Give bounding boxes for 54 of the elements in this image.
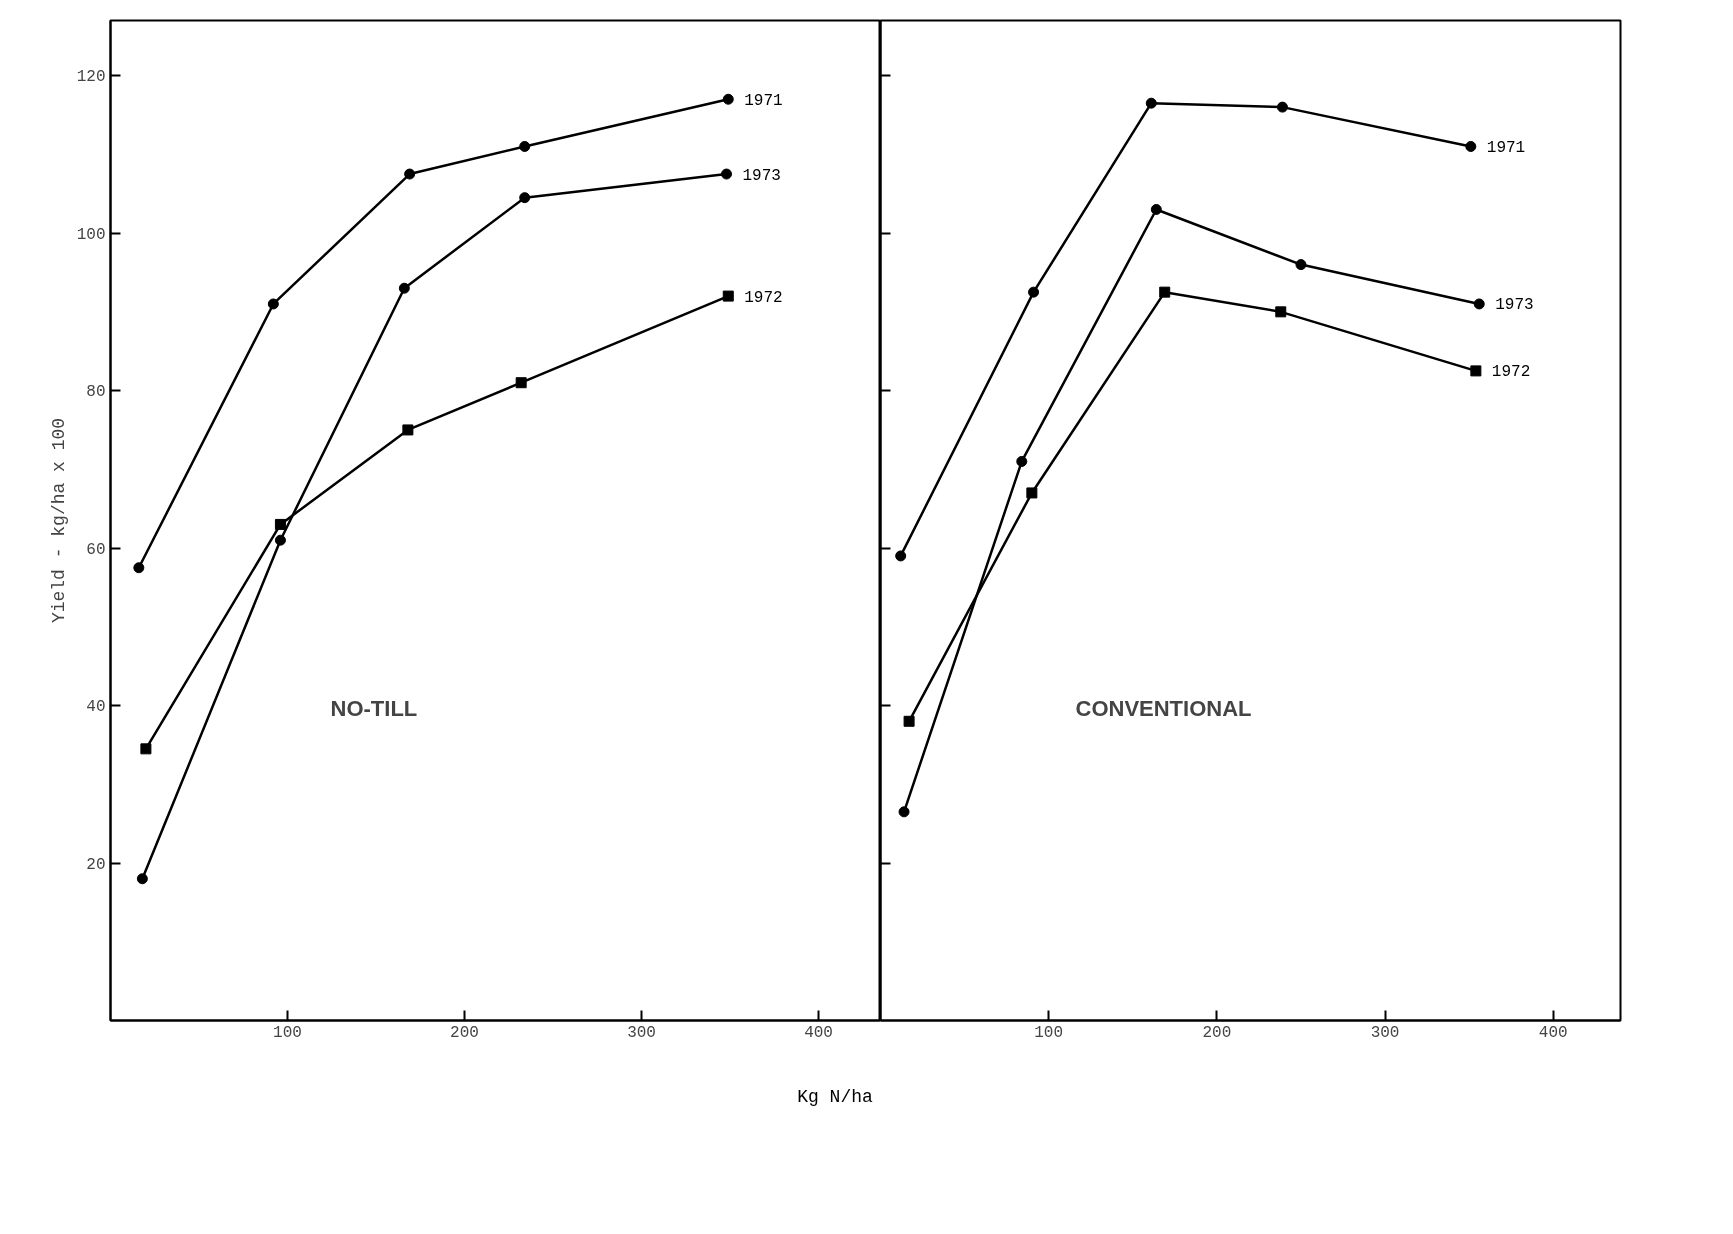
point [1473, 298, 1485, 310]
point [519, 140, 531, 152]
y-tick-label: 100 [76, 225, 106, 244]
x-tick-label: 100 [273, 1023, 302, 1042]
x-tick-label: 400 [804, 1023, 833, 1042]
point [519, 192, 531, 204]
series-label: 1972 [1491, 363, 1531, 382]
point [1150, 203, 1162, 215]
x-tick-label: 100 [1034, 1023, 1064, 1042]
series-label: 1971 [1486, 138, 1526, 157]
y-tick-label: 80 [86, 383, 106, 402]
point [274, 518, 286, 530]
y-tick-label: 20 [86, 855, 106, 874]
point [1016, 455, 1028, 467]
y-tick-label: 120 [76, 68, 106, 87]
point [515, 377, 527, 389]
series-label: 1972 [744, 288, 783, 307]
point [133, 562, 145, 574]
point [1026, 487, 1038, 499]
x-tick-label: 300 [627, 1023, 656, 1042]
y-tick-label: 60 [86, 540, 106, 559]
point [1470, 365, 1482, 377]
x-tick-label: 400 [1538, 1023, 1568, 1042]
point [274, 534, 286, 546]
annotation: CONVENTIONAL [1075, 695, 1252, 721]
point [1295, 259, 1307, 271]
y-tick-label: 40 [86, 698, 106, 717]
point [267, 298, 279, 310]
point [404, 168, 416, 180]
x-tick-label: 300 [1370, 1023, 1400, 1042]
x-axis-title: Kg N/ha [797, 1086, 873, 1109]
x-tick-label: 200 [1202, 1023, 1232, 1042]
annotation: NO-TILL [330, 695, 418, 721]
point [1159, 286, 1171, 298]
point [1275, 306, 1287, 318]
point [722, 93, 734, 105]
point [898, 806, 910, 818]
point [721, 168, 732, 180]
point [1276, 101, 1288, 113]
point [895, 550, 907, 562]
point [1028, 286, 1040, 298]
point [402, 424, 414, 436]
point [136, 873, 148, 885]
point [1465, 140, 1477, 152]
series-label: 1971 [744, 91, 783, 110]
series-label: 1973 [1495, 296, 1534, 315]
x-tick-label: 200 [450, 1023, 479, 1042]
point [140, 743, 152, 755]
y-axis-title: Yield - kg/ha x 100 [48, 417, 69, 624]
point [1145, 97, 1157, 109]
point [722, 290, 734, 302]
point [398, 282, 410, 294]
series-label: 1973 [742, 166, 781, 185]
point [903, 715, 915, 727]
